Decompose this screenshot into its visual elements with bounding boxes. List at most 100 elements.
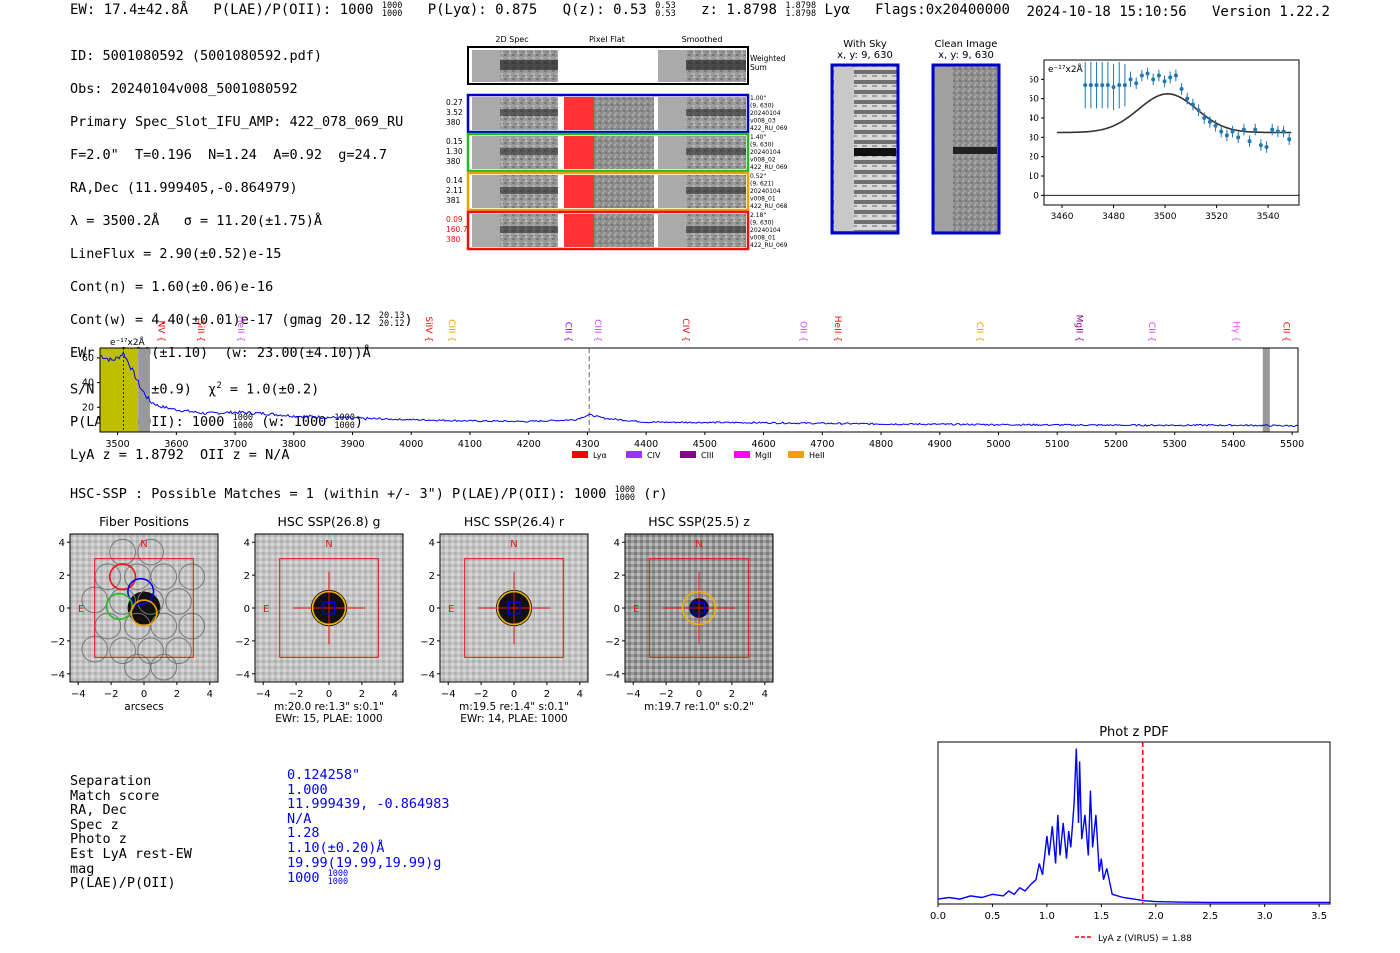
panel-title: HSC SSP(26.8) g [278, 514, 381, 529]
info-contn: Cont(n) = 1.60(±0.06)e-16 [70, 278, 274, 295]
panel-east-label: E [448, 604, 454, 615]
cutout-val-1: 0.09 [446, 215, 463, 224]
spec-legend-swatch [626, 451, 642, 458]
spec-xtick-label: 5300 [1163, 439, 1187, 450]
spec-line-label: CII { [563, 322, 573, 342]
spec-unit-label: e⁻¹⁷x2Å [110, 336, 146, 348]
panel-ytick-label: 0 [614, 604, 620, 615]
info-params: F=2.0" T=0.196 N=1.24 A=0.92 g=24.7 [70, 146, 387, 163]
pdf-xtick-label: 2.5 [1202, 911, 1218, 922]
fiber-circle [124, 612, 151, 640]
fit-point [1117, 83, 1122, 88]
fit-point [1241, 127, 1246, 132]
spec-xtick-label: 4300 [575, 439, 599, 450]
search-box [649, 558, 749, 658]
pdf-legend-label: LyA z (VIRUS) = 1.88 [1098, 934, 1192, 944]
spec-legend-swatch [734, 451, 750, 458]
search-box [464, 558, 564, 658]
cutouts-panel: 2D Spec Pixel Flat Smoothed Weighted Sum… [446, 35, 1001, 251]
panel-xtick-label: 2 [359, 689, 365, 700]
header-summary: EW: 17.4±42.8Å P(LAE)/P(OII): 1000 1000 1… [70, 2, 1010, 19]
spec-line-label: SiII { [195, 320, 205, 342]
fit-curve [1056, 92, 1292, 134]
panel-xtick-label: −2 [659, 689, 674, 700]
fit-point [1264, 145, 1269, 149]
info-lineflux: LineFlux = 2.90(±0.52)e-15 [70, 245, 282, 262]
panel-ytick-label: 0 [429, 604, 435, 615]
cutout-2d-line [500, 187, 558, 194]
match-label: Spec z [70, 816, 119, 833]
cutout-2d-left [472, 136, 500, 169]
spec-xtick-label: 3600 [164, 439, 188, 450]
aperture-circle [681, 590, 717, 626]
cutout-row-frame [466, 132, 750, 173]
header-timestamp-version: 2024-10-18 15:10:56 Version 1.22.2 [1027, 4, 1330, 20]
cutout-smooth-line [686, 187, 746, 194]
cutout-meta: 20240104 [750, 149, 781, 156]
spec-ytick-label: 40 [82, 378, 94, 389]
fit-point [1224, 133, 1229, 138]
cutout-2d-line [500, 148, 558, 155]
panel-ytick-label: 4 [614, 538, 620, 549]
match-value: 19.99(19.99,19.99)g [287, 854, 442, 871]
spec-line-label: NV { [156, 321, 166, 342]
fiber-circle [124, 653, 151, 681]
panel-ytick-label: −2 [235, 637, 250, 648]
cutout-meta: 422_RU_068 [750, 203, 788, 210]
panel-xtick-label: 0 [511, 689, 517, 700]
pdf-title: Phot z PDF [1099, 725, 1169, 740]
aperture-circle [496, 590, 532, 626]
weighted-label: Weighted [750, 54, 786, 63]
search-box [279, 558, 379, 658]
cutout-smooth-left [658, 175, 686, 208]
pdf-xtick-label: 1.5 [1093, 911, 1109, 922]
fiber-circle [178, 612, 206, 640]
panel-north-label: N [695, 539, 702, 550]
sum-label: Sum [750, 63, 767, 72]
fit-point [1111, 85, 1116, 90]
pdf-xtick-label: 0.5 [984, 911, 1000, 922]
info-primary: Primary Spec_Slot_IFU_AMP: 422_078_069_R… [70, 113, 404, 130]
panel-ytick-label: −2 [50, 637, 65, 648]
match-label: mag [70, 860, 95, 877]
panel-east-label: E [263, 604, 269, 615]
fit-point [1134, 81, 1139, 86]
panel-ytick-label: 4 [244, 538, 250, 549]
cutout-meta: 1.00" [750, 95, 766, 102]
spec-frame [99, 347, 1299, 433]
header-ew: EW: 17.4±42.8Å [70, 2, 189, 18]
info-contw: Cont(w) = 4.40(±0.01)e-17 (gmag 20.12 20… [70, 310, 413, 329]
panel-xlabel: arcsecs [124, 701, 163, 713]
spec-legend-label: MgII [755, 451, 772, 460]
position-box [692, 601, 706, 615]
fit-xtick-label: 3500 [1154, 212, 1177, 222]
match-value: 1.28 [287, 825, 320, 842]
cutout-meta: v008_03 [750, 118, 776, 125]
fit-xtick-label: 3520 [1205, 212, 1228, 222]
pdf-xtick-label: 3.0 [1257, 911, 1273, 922]
match-label: Match score [70, 787, 160, 804]
full-spectrum-chart: e⁻¹⁷x2Å 20 40 60 3500 3600 3700 3800 3900 4000 41… [82, 315, 1304, 460]
panel-xtick-label: −2 [104, 689, 119, 700]
pdf-xtick-label: 2.0 [1148, 911, 1164, 922]
fiber-circle [178, 563, 206, 591]
panel-caption-2: EWr: 15, PLAE: 1000 [275, 713, 382, 725]
fit-point [1156, 73, 1161, 78]
info-lyaz: LyA z = 1.8792 OII z = N/A [70, 447, 290, 463]
match-label: RA, Dec [70, 802, 127, 819]
spec-ytick-label: 60 [82, 353, 94, 364]
panel-xtick-label: −2 [289, 689, 304, 700]
fiber-circle [150, 612, 178, 640]
search-box [94, 558, 194, 658]
spec-xtick-label: 3700 [223, 439, 247, 450]
match-values: 0.124258" 1.000 11.999439, -0.864983 N/A… [287, 768, 450, 887]
panel-xtick-label: 4 [762, 689, 768, 700]
spec-xtick-label: 3900 [340, 439, 364, 450]
fit-point [1185, 96, 1190, 101]
fit-point [1139, 73, 1144, 78]
panel-xtick-label: 0 [326, 689, 332, 700]
panel-xtick-label: 0 [696, 689, 702, 700]
spec-legend-label: HeII [809, 451, 825, 460]
cutout-2d-left [472, 214, 500, 247]
